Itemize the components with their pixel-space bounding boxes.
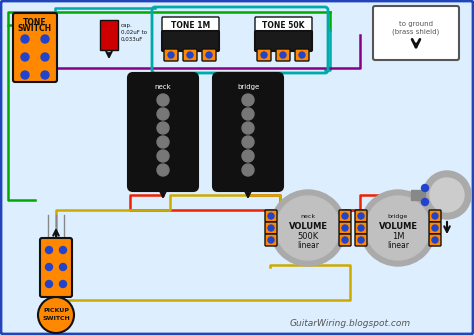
Text: SWITCH: SWITCH xyxy=(18,23,52,32)
Text: 500K: 500K xyxy=(297,231,319,241)
Circle shape xyxy=(41,71,49,79)
Circle shape xyxy=(38,297,74,333)
Text: 0,02uF to: 0,02uF to xyxy=(121,30,147,35)
FancyBboxPatch shape xyxy=(276,49,290,61)
FancyBboxPatch shape xyxy=(355,210,367,222)
Circle shape xyxy=(261,52,267,58)
Circle shape xyxy=(46,264,53,270)
FancyBboxPatch shape xyxy=(429,234,441,246)
Text: neck: neck xyxy=(155,84,172,90)
Circle shape xyxy=(157,136,169,148)
Circle shape xyxy=(342,213,348,219)
Text: PICKUP: PICKUP xyxy=(43,309,69,314)
Circle shape xyxy=(430,178,464,212)
Circle shape xyxy=(157,122,169,134)
FancyBboxPatch shape xyxy=(373,6,459,60)
Circle shape xyxy=(270,190,346,266)
Circle shape xyxy=(21,35,29,43)
FancyBboxPatch shape xyxy=(162,31,219,51)
Text: bridge: bridge xyxy=(237,84,259,90)
Circle shape xyxy=(242,150,254,162)
Circle shape xyxy=(242,164,254,176)
Text: bridge: bridge xyxy=(388,213,408,218)
Circle shape xyxy=(21,71,29,79)
Circle shape xyxy=(60,264,66,270)
Text: to ground: to ground xyxy=(399,21,433,27)
Circle shape xyxy=(358,225,364,231)
Circle shape xyxy=(157,94,169,106)
FancyBboxPatch shape xyxy=(339,210,351,222)
Circle shape xyxy=(366,196,430,260)
Text: cap.: cap. xyxy=(121,23,133,28)
Circle shape xyxy=(242,94,254,106)
Circle shape xyxy=(46,280,53,287)
Circle shape xyxy=(276,196,340,260)
Circle shape xyxy=(41,53,49,61)
FancyBboxPatch shape xyxy=(339,222,351,234)
Circle shape xyxy=(421,185,428,192)
Circle shape xyxy=(432,213,438,219)
FancyBboxPatch shape xyxy=(183,49,197,61)
Text: linear: linear xyxy=(297,241,319,250)
Circle shape xyxy=(358,237,364,243)
Text: neck: neck xyxy=(301,213,316,218)
Circle shape xyxy=(242,136,254,148)
FancyBboxPatch shape xyxy=(128,73,198,191)
Circle shape xyxy=(157,164,169,176)
Text: GuitarWiring.blogspot.com: GuitarWiring.blogspot.com xyxy=(290,319,410,328)
Circle shape xyxy=(157,150,169,162)
Circle shape xyxy=(299,52,305,58)
Circle shape xyxy=(268,237,274,243)
Text: TONE: TONE xyxy=(23,17,47,26)
Text: 0,033uF: 0,033uF xyxy=(121,37,143,42)
Circle shape xyxy=(187,52,193,58)
Circle shape xyxy=(268,213,274,219)
Circle shape xyxy=(280,52,286,58)
Text: TONE 1M: TONE 1M xyxy=(171,20,210,29)
Circle shape xyxy=(358,213,364,219)
FancyBboxPatch shape xyxy=(265,210,277,222)
FancyBboxPatch shape xyxy=(339,234,351,246)
Text: VOLUME: VOLUME xyxy=(289,221,328,230)
FancyBboxPatch shape xyxy=(265,234,277,246)
Text: linear: linear xyxy=(387,241,409,250)
Circle shape xyxy=(242,108,254,120)
Bar xyxy=(411,190,425,200)
Circle shape xyxy=(421,199,428,205)
FancyBboxPatch shape xyxy=(355,222,367,234)
Circle shape xyxy=(21,53,29,61)
Circle shape xyxy=(60,280,66,287)
FancyBboxPatch shape xyxy=(40,238,72,297)
Circle shape xyxy=(342,237,348,243)
Text: (brass shield): (brass shield) xyxy=(392,29,439,35)
FancyBboxPatch shape xyxy=(429,210,441,222)
Circle shape xyxy=(41,35,49,43)
Circle shape xyxy=(157,108,169,120)
Circle shape xyxy=(432,225,438,231)
FancyBboxPatch shape xyxy=(257,49,271,61)
Circle shape xyxy=(60,247,66,254)
Text: 1M: 1M xyxy=(392,231,404,241)
FancyBboxPatch shape xyxy=(265,222,277,234)
FancyBboxPatch shape xyxy=(255,31,312,51)
Circle shape xyxy=(46,247,53,254)
FancyBboxPatch shape xyxy=(213,73,283,191)
FancyBboxPatch shape xyxy=(13,13,57,82)
Circle shape xyxy=(268,225,274,231)
Circle shape xyxy=(342,225,348,231)
Text: SWITCH: SWITCH xyxy=(42,317,70,322)
Circle shape xyxy=(168,52,174,58)
FancyBboxPatch shape xyxy=(255,17,312,33)
FancyBboxPatch shape xyxy=(202,49,216,61)
Circle shape xyxy=(242,122,254,134)
Circle shape xyxy=(360,190,436,266)
FancyBboxPatch shape xyxy=(162,17,219,33)
Text: TONE 50K: TONE 50K xyxy=(262,20,305,29)
Text: VOLUME: VOLUME xyxy=(379,221,418,230)
Circle shape xyxy=(432,237,438,243)
FancyBboxPatch shape xyxy=(429,222,441,234)
Bar xyxy=(100,20,118,50)
Circle shape xyxy=(423,171,471,219)
Circle shape xyxy=(206,52,212,58)
